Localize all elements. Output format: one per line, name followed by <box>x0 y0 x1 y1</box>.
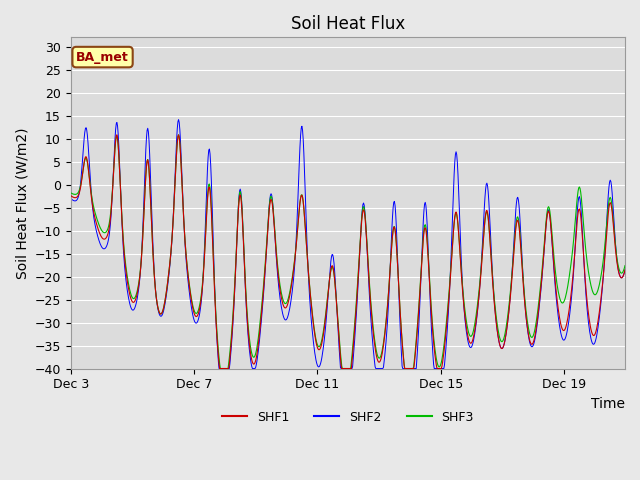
Legend: SHF1, SHF2, SHF3: SHF1, SHF2, SHF3 <box>217 406 479 429</box>
SHF3 <box>621 263 629 268</box>
SHF2 <box>516 211 524 217</box>
SHF1 <box>87 187 95 193</box>
SHF1 <box>113 132 121 138</box>
SHF2 <box>270 213 278 218</box>
SHF3 <box>175 132 182 138</box>
SHF2 <box>382 339 390 345</box>
Title: Soil Heat Flux: Soil Heat Flux <box>291 15 405 33</box>
Line: SHF3: SHF3 <box>70 135 625 369</box>
SHF1 <box>198 292 205 298</box>
SHF1 <box>516 230 524 236</box>
Line: SHF1: SHF1 <box>70 135 625 369</box>
SHF1 <box>270 215 278 221</box>
SHF3 <box>382 318 390 324</box>
SHF3 <box>270 212 278 217</box>
SHF3 <box>300 198 307 204</box>
SHF2 <box>621 267 629 273</box>
SHF1 <box>621 267 629 273</box>
Y-axis label: Soil Heat Flux (W/m2): Soil Heat Flux (W/m2) <box>15 127 29 279</box>
SHF3 <box>67 190 74 196</box>
SHF1 <box>216 366 223 372</box>
Line: SHF2: SHF2 <box>70 120 625 369</box>
SHF2 <box>175 117 182 122</box>
SHF3 <box>198 288 205 294</box>
Text: BA_met: BA_met <box>76 50 129 63</box>
SHF1 <box>67 193 74 199</box>
SHF2 <box>87 180 95 186</box>
SHF1 <box>300 199 307 204</box>
SHF3 <box>516 227 524 232</box>
SHF2 <box>67 195 74 201</box>
SHF3 <box>216 366 224 372</box>
SHF1 <box>382 320 390 326</box>
SHF2 <box>300 136 307 142</box>
SHF3 <box>87 185 95 191</box>
SHF2 <box>198 294 205 300</box>
SHF2 <box>215 366 223 372</box>
X-axis label: Time: Time <box>591 397 625 411</box>
